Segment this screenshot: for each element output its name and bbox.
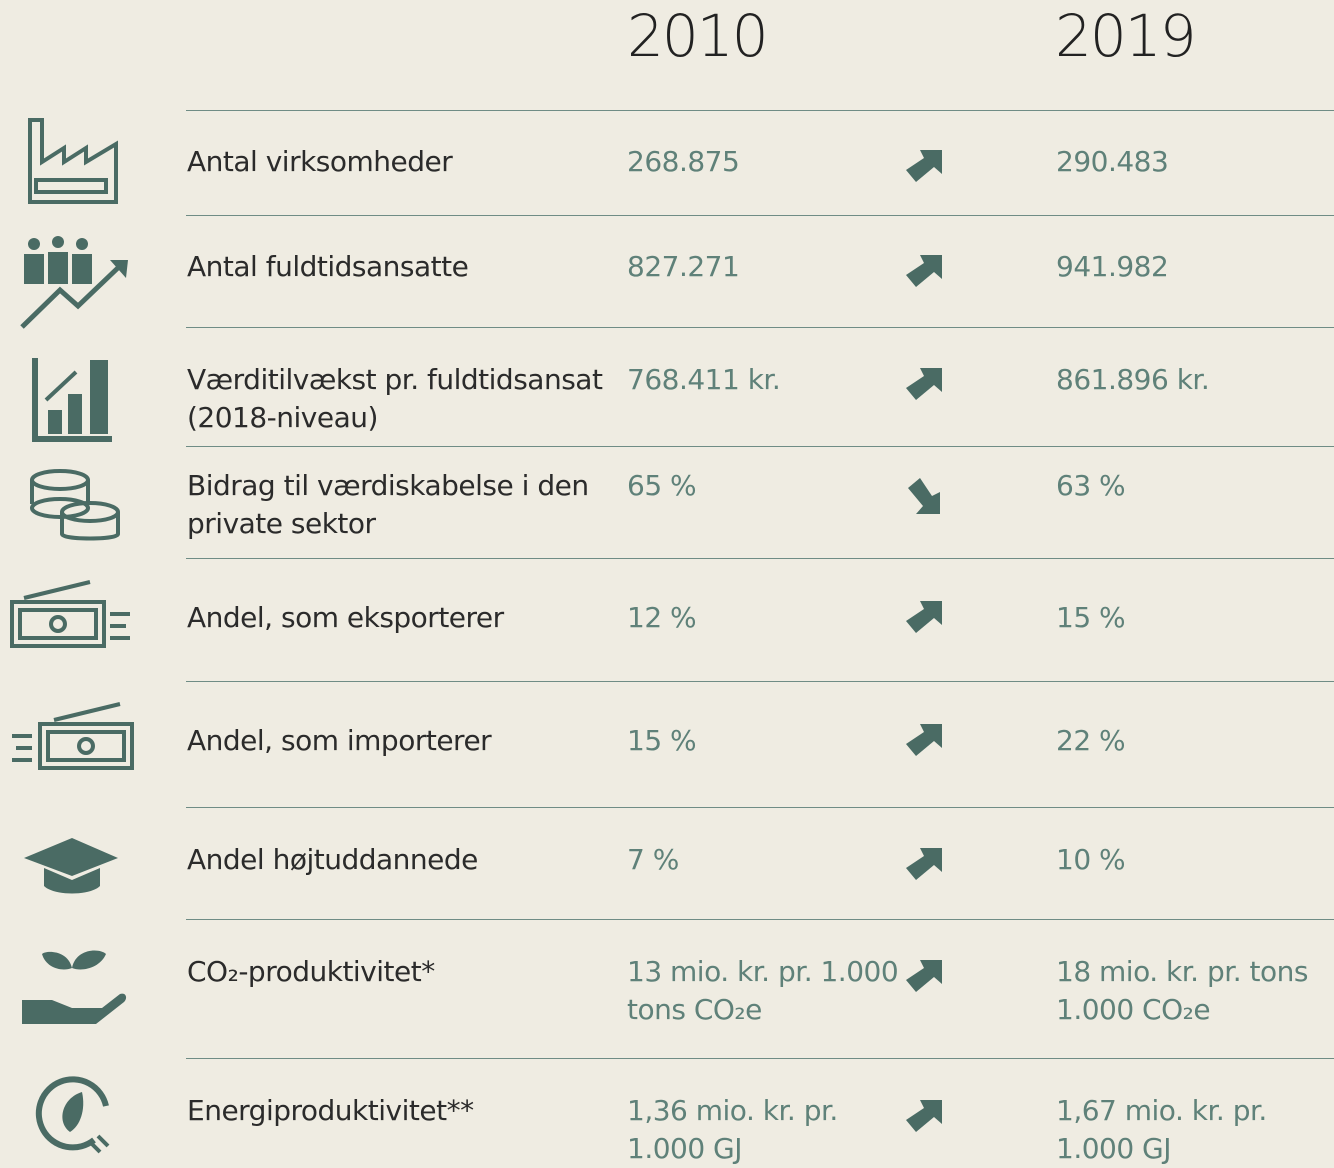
row-divider xyxy=(186,1058,1334,1059)
row-divider xyxy=(186,807,1334,808)
row-label: Andel højtuddannede xyxy=(187,843,478,876)
value-2019: 861.896 kr. xyxy=(1056,363,1210,396)
trend-arrow xyxy=(906,848,942,880)
row-divider xyxy=(186,681,1334,682)
value-2019: 15 % xyxy=(1056,601,1126,634)
value-2010: 827.271 xyxy=(627,250,740,283)
row-divider xyxy=(186,446,1334,447)
row-divider xyxy=(186,110,1334,111)
trend-arrow xyxy=(906,1100,942,1132)
trend-arrow xyxy=(906,601,942,633)
value-2010: 15 % xyxy=(627,724,697,757)
value-2019: 290.483 xyxy=(1056,145,1169,178)
row-label: Antal virksomheder xyxy=(187,145,453,178)
export-icon xyxy=(10,580,130,648)
value-2019: 10 % xyxy=(1056,843,1126,876)
arrow-shape xyxy=(906,724,942,756)
row-divider xyxy=(186,919,1334,920)
trend-arrow xyxy=(906,724,942,756)
arrow-shape xyxy=(906,1100,942,1132)
energy-icon xyxy=(35,1076,110,1154)
trend-arrow xyxy=(906,255,942,287)
row-label: Andel, som eksporterer xyxy=(187,601,504,634)
year-header: 2010 xyxy=(627,2,769,70)
arrow-shape xyxy=(906,150,942,182)
chart-icon xyxy=(32,358,112,442)
people-icon xyxy=(20,236,128,329)
value-2010: 1,36 mio. kr. pr. 1.000 GJ xyxy=(627,1094,838,1165)
trend-arrow xyxy=(906,150,942,182)
value-2019: 63 % xyxy=(1056,469,1126,502)
graduation-icon xyxy=(24,838,118,894)
value-2010: 65 % xyxy=(627,469,697,502)
value-2010: 12 % xyxy=(627,601,697,634)
value-2010: 7 % xyxy=(627,843,679,876)
row-divider xyxy=(186,558,1334,559)
value-2019: 1,67 mio. kr. pr. 1.000 GJ xyxy=(1056,1094,1267,1165)
row-divider xyxy=(186,215,1334,216)
arrow-shape xyxy=(908,478,940,514)
row-label: Bidrag til værdiskabelse i den private s… xyxy=(187,469,589,540)
arrow-shape xyxy=(906,848,942,880)
row-label: CO₂-produktivitet* xyxy=(187,955,435,988)
value-2010: 268.875 xyxy=(627,145,740,178)
import-icon xyxy=(12,702,134,770)
value-2019: 941.982 xyxy=(1056,250,1169,283)
value-2010: 768.411 kr. xyxy=(627,363,781,396)
arrow-shape xyxy=(906,960,942,992)
trend-arrow xyxy=(906,368,942,400)
plant-icon xyxy=(22,950,127,1024)
year-header: 2019 xyxy=(1055,2,1197,70)
row-label: Energiproduktivitet** xyxy=(187,1094,474,1127)
row-label: Andel, som importerer xyxy=(187,724,492,757)
arrow-shape xyxy=(906,601,942,633)
factory-icon xyxy=(28,118,118,204)
trend-arrow xyxy=(908,478,940,514)
value-2019: 22 % xyxy=(1056,724,1126,757)
row-label: Værditilvækst pr. fuldtidsansat (2018-ni… xyxy=(187,363,603,434)
row-label: Antal fuldtidsansatte xyxy=(187,250,469,283)
arrow-shape xyxy=(906,368,942,400)
arrow-shape xyxy=(906,255,942,287)
trend-arrow xyxy=(906,960,942,992)
row-divider xyxy=(186,327,1334,328)
coins-icon xyxy=(30,469,120,541)
value-2019: 18 mio. kr. pr. tons 1.000 CO₂e xyxy=(1056,955,1308,1026)
value-2010: 13 mio. kr. pr. 1.000 tons CO₂e xyxy=(627,955,899,1026)
